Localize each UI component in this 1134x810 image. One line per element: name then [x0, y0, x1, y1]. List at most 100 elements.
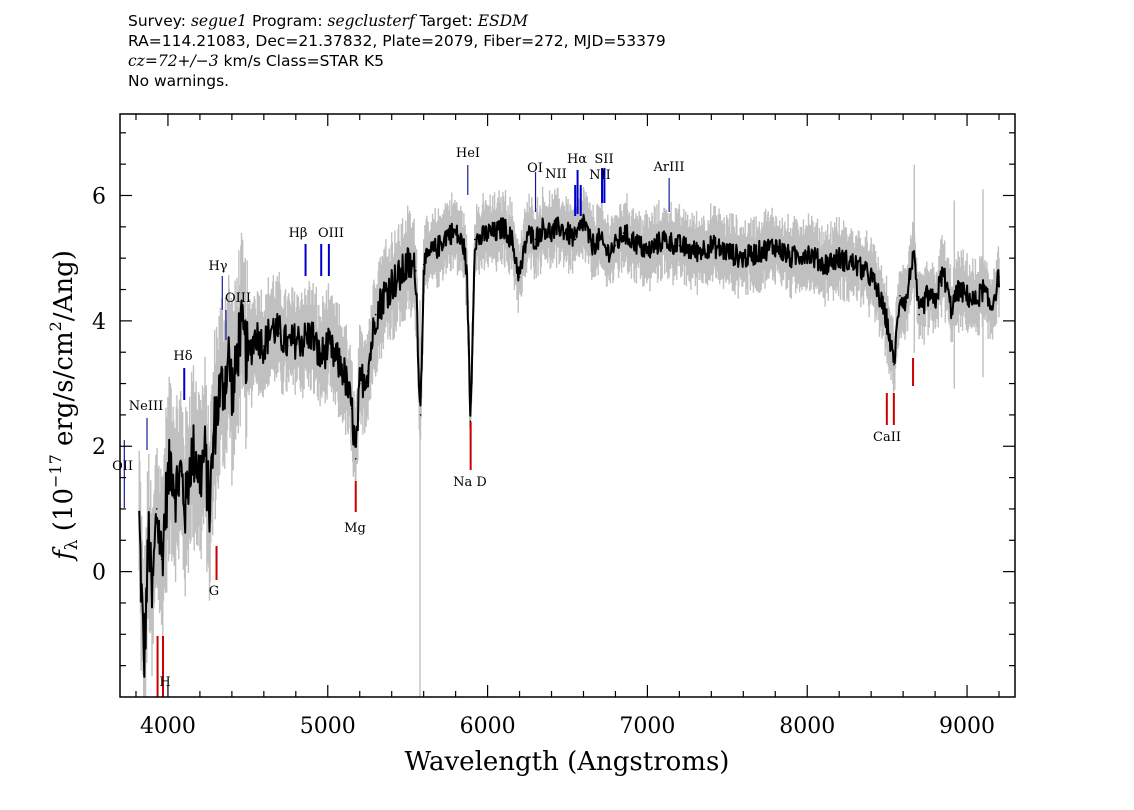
flux-point	[311, 332, 313, 335]
flux-point	[287, 345, 289, 347]
flux-point	[213, 426, 216, 429]
flux-point	[638, 244, 641, 247]
flux-point	[614, 244, 617, 247]
flux-point	[886, 320, 888, 322]
flux-point	[982, 288, 984, 291]
flux-point	[165, 495, 168, 498]
flux-point	[678, 244, 681, 247]
flux-point	[905, 301, 908, 303]
flux-point	[438, 244, 441, 247]
axes-layer: 4000 5000 6000 7000 8000 9000 0 2 4 6	[92, 113, 1016, 739]
absorption-line-label: CaII	[873, 430, 901, 445]
flux-point	[143, 664, 145, 667]
target-label: Target:	[414, 12, 478, 30]
flux-point	[175, 489, 177, 491]
flux-point	[582, 219, 585, 222]
flux-point	[422, 263, 425, 266]
flux-point	[343, 370, 345, 372]
flux-point	[478, 238, 481, 241]
flux-point	[622, 232, 625, 234]
flux-point	[218, 395, 220, 397]
y-axis-title: fλ (10−17 erg/s/cm2/Ang)	[46, 250, 82, 562]
emission-line-label: OII	[112, 459, 133, 474]
emission-line-label: OIII	[225, 291, 251, 306]
y-tick-label: 4	[92, 310, 106, 335]
flux-point	[239, 326, 241, 328]
flux-point	[390, 282, 393, 285]
flux-point	[526, 232, 529, 234]
flux-point	[893, 364, 895, 366]
flux-point	[710, 244, 713, 247]
flux-point	[742, 257, 745, 260]
flux-point	[454, 232, 457, 234]
flux-point	[942, 269, 944, 272]
flux-point	[366, 370, 369, 372]
flux-point	[335, 357, 337, 360]
flux-point	[151, 602, 153, 604]
x-tick-label: 6000	[460, 714, 516, 739]
header-line-2: RA=114.21083, Dec=21.37832, Plate=2079, …	[128, 32, 666, 50]
flux-point	[414, 269, 417, 272]
flux-point	[646, 251, 649, 253]
flux-point	[382, 295, 385, 297]
flux-point	[327, 345, 329, 347]
flux-point	[998, 276, 1000, 278]
flux-point	[148, 533, 150, 535]
flux-point	[542, 226, 545, 228]
header-line-3: cz=72+/−3 km/s Class=STAR K5	[128, 51, 666, 71]
survey-value: segue1	[190, 12, 248, 30]
flux-point	[486, 232, 489, 234]
absorption-line-label: Na D	[453, 475, 487, 490]
flux-point	[790, 257, 793, 260]
flux-point	[934, 301, 936, 303]
flux-point	[406, 263, 409, 266]
flux-point	[319, 357, 321, 360]
flux-point	[469, 420, 472, 423]
x-tick-label: 9000	[939, 714, 995, 739]
x-tick-label: 4000	[140, 714, 196, 739]
flux-point	[550, 232, 553, 234]
absorption-line-label: H	[159, 675, 170, 690]
y-tick-label: 6	[92, 184, 106, 209]
flux-point	[758, 251, 761, 253]
flux-point	[590, 244, 593, 247]
flux-point	[774, 244, 777, 247]
flux-point	[223, 382, 225, 385]
header-line-4: No warnings.	[128, 72, 230, 90]
error-band-layer	[138, 164, 1000, 697]
flux-point	[878, 295, 880, 297]
flux-point	[199, 476, 201, 479]
flux-point	[958, 288, 960, 291]
flux-point	[598, 238, 601, 241]
flux-layer	[138, 213, 1000, 678]
survey-label: Survey:	[128, 12, 191, 30]
flux-point	[156, 508, 158, 510]
flux-point	[912, 251, 914, 253]
flux-point	[179, 470, 182, 473]
flux-point	[160, 558, 163, 560]
y-tick-label: 2	[92, 435, 106, 460]
flux-point	[227, 357, 230, 360]
flux-point	[822, 263, 824, 266]
emission-line-label: Hα	[567, 152, 587, 167]
flux-point	[170, 458, 172, 460]
flux-point	[398, 276, 401, 278]
emission-line-label: ArIII	[652, 160, 684, 175]
flux-point	[232, 395, 235, 397]
emission-line-label: OI	[527, 161, 543, 176]
emission-line-label: Hδ	[173, 349, 192, 364]
flux-point	[534, 238, 537, 241]
flux-point	[494, 232, 497, 234]
emission-line-label: NeIII	[129, 399, 163, 414]
flux-point	[295, 338, 297, 341]
flux-point	[566, 232, 569, 234]
flux-line	[138, 213, 1000, 678]
flux-point	[694, 251, 697, 253]
flux-point	[138, 520, 140, 523]
flux-point	[354, 458, 357, 460]
flux-point	[358, 382, 361, 385]
emission-line-label: Hβ	[289, 226, 308, 241]
flux-point	[558, 226, 561, 228]
redshift-value: cz=72+/−3	[128, 52, 219, 70]
